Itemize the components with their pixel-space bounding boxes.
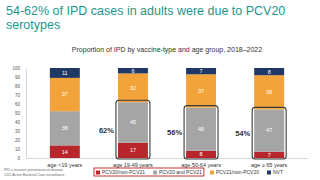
y-tick-label: 20: [15, 138, 21, 143]
subtitle: Proportion of IPD by vaccine-type and ag…: [72, 46, 262, 54]
data-label: 38: [62, 125, 68, 131]
bar-segment: [50, 78, 80, 111]
y-axis-line: [26, 69, 27, 159]
y-axis: 0 10 20 30 40 50 60 70 80 90 100: [12, 66, 26, 161]
highlight-box: [184, 106, 218, 159]
data-label: 37: [62, 91, 68, 97]
x-tick-label: age 19-49 years: [113, 162, 153, 168]
x-tick-label: age 50-64 years: [181, 162, 221, 168]
legend: PCV20/non-PCV21 PCV20 and PCV21 PCV21/non-…: [94, 168, 283, 176]
bar-segment: [254, 68, 284, 75]
bar-segment: [186, 74, 216, 107]
y-tick-label: 70: [15, 93, 21, 98]
legend-highlight: [94, 168, 204, 176]
bars: [50, 68, 284, 158]
y-tick: 50: [15, 111, 26, 116]
data-label: 11: [62, 70, 68, 76]
legend-item: PCV20/non-PCV21: [96, 169, 145, 175]
y-tick-label: 80: [15, 84, 21, 89]
y-tick-label: 100: [12, 66, 20, 71]
data-label: 47: [266, 127, 272, 133]
y-tick: 80: [15, 84, 26, 89]
y-tick-label: 60: [15, 102, 21, 107]
data-label: 48: [198, 126, 204, 132]
annotation: 56%: [167, 128, 182, 137]
bar-segment: [254, 152, 284, 158]
data-label: 38: [266, 89, 272, 95]
bar-segment: [118, 68, 148, 73]
legend-item: PCV20 and PCV21: [153, 169, 202, 175]
data-label: 17: [130, 147, 136, 153]
annotation: 62%: [99, 126, 114, 135]
legend-label: PCV20/non-PCV21: [102, 169, 145, 175]
bar-segment: [50, 111, 80, 145]
y-tick: 60: [15, 102, 26, 107]
y-tick-label: 10: [15, 147, 21, 152]
slide: 54-62% of IPD cases in adults were due t…: [0, 0, 320, 180]
bar-segment: [50, 145, 80, 158]
y-tick-label: 90: [15, 75, 21, 80]
data-label: 7: [200, 68, 203, 74]
data-label: 6: [131, 68, 134, 74]
legend-item: NVT: [267, 169, 283, 175]
bar-segment: [186, 68, 216, 74]
legend-swatch: [96, 171, 100, 175]
footnote: CDC Active Bacterial Core surveillance: [4, 173, 65, 177]
bar-segment: [50, 68, 80, 78]
data-label: 8: [200, 151, 203, 157]
bar-segment: [186, 108, 216, 151]
y-tick-label: 0: [17, 156, 20, 161]
bar-segment: [118, 143, 148, 158]
y-tick-label: 50: [15, 111, 21, 116]
data-label: 7: [268, 152, 271, 158]
legend-item: PCV21/non-PCV20: [210, 169, 259, 175]
y-tick-label: 30: [15, 129, 21, 134]
x-tick-label: age <19 years: [47, 162, 82, 168]
footnote: IPD = invasive pneumococcal disease: [4, 168, 63, 172]
highlight-box: [116, 100, 150, 159]
data-label: 8: [268, 69, 271, 75]
bar-segment: [254, 75, 284, 109]
y-tick: 40: [15, 120, 26, 125]
data-label: 14: [62, 149, 68, 155]
y-tick: 10: [15, 147, 26, 152]
highlight-box: [252, 107, 286, 159]
y-tick-label: 40: [15, 120, 21, 125]
data-label: 45: [130, 119, 136, 125]
data-labels: 14 17 8 7 38 45 48 47 37 32 37 38 11 6 7 8: [62, 68, 272, 158]
bar-segment: [254, 109, 284, 151]
data-label: 32: [130, 85, 136, 91]
bar-segment: [118, 73, 148, 102]
y-tick: 100: [12, 66, 26, 71]
y-tick: 90: [15, 75, 26, 80]
data-label: 37: [198, 88, 204, 94]
legend-swatch: [210, 171, 214, 175]
legend-swatch: [267, 171, 271, 175]
x-tick: age <19 years: [47, 158, 82, 168]
y-tick: 0: [17, 156, 26, 161]
legend-label: PCV20 and PCV21: [159, 169, 202, 175]
y-tick: 30: [15, 129, 26, 134]
bar-segment: [186, 151, 216, 158]
legend-swatch: [153, 171, 157, 175]
x-tick-label: age ≥ 65 years: [251, 162, 288, 168]
legend-label: PCV21/non-PCV20: [216, 169, 259, 175]
annotation: 54%: [235, 129, 250, 138]
annotations: 62% 56% 54%: [99, 100, 286, 159]
title: 54-62% of IPD cases in adults were due t…: [6, 4, 285, 32]
y-tick: 20: [15, 138, 26, 143]
bar-segment: [118, 102, 148, 143]
legend-label: NVT: [273, 169, 283, 175]
y-tick: 70: [15, 93, 26, 98]
